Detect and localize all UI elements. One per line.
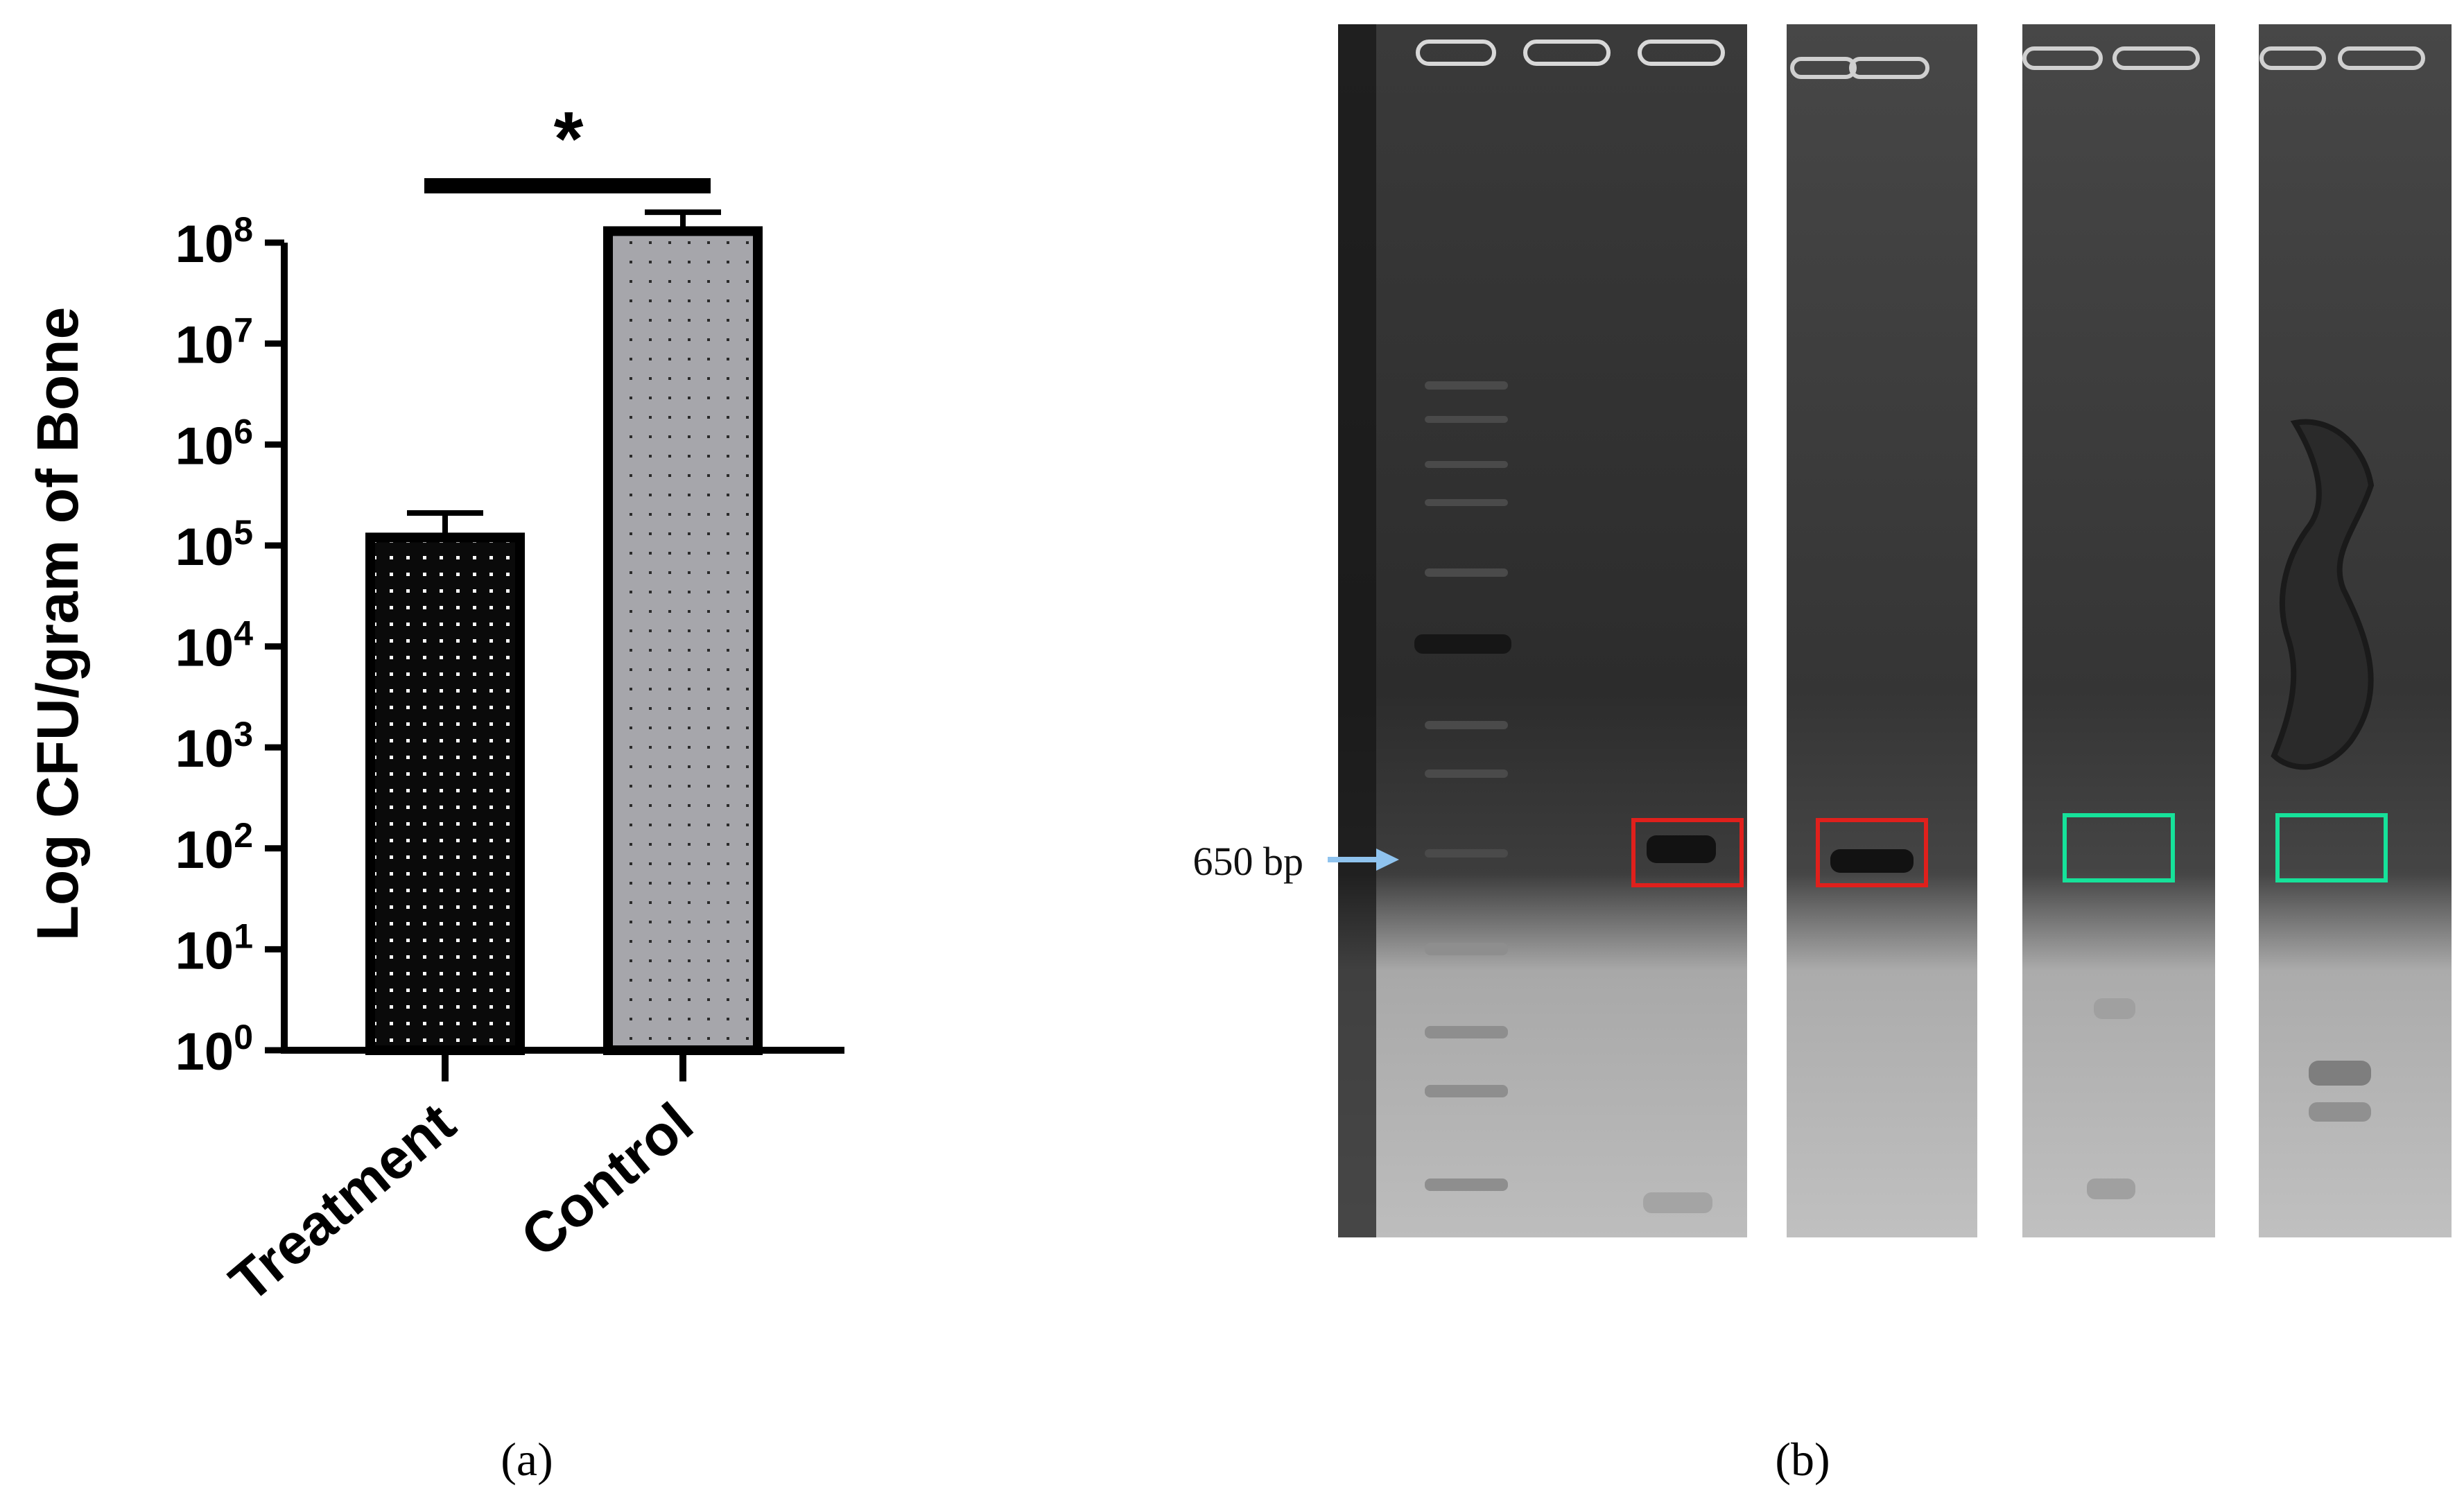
negative-band-box-2 <box>2275 813 2388 882</box>
marker-arrow-icon <box>1328 849 1399 871</box>
gel-electrophoresis-image: 650 bp (b) <box>1193 24 2452 1486</box>
y-tick-label: 108 <box>175 210 253 274</box>
y-tick-label: 105 <box>175 513 253 577</box>
positive-band-box-1 <box>1631 818 1744 887</box>
gel-strip-1 <box>1338 24 1747 1237</box>
bar-control <box>603 226 763 1056</box>
bars <box>365 226 763 1056</box>
y-tick-label: 107 <box>175 311 253 375</box>
x-tick-label-control: Control <box>510 1091 705 1269</box>
y-tick-label: 106 <box>175 412 253 476</box>
panel-a-caption: (a) <box>501 1433 553 1486</box>
negative-band-box-1 <box>2063 813 2175 882</box>
y-tick-label: 102 <box>175 816 253 880</box>
gel-artifact <box>2271 419 2375 770</box>
y-tick-label: 100 <box>175 1018 253 1081</box>
bar-treatment <box>365 532 525 1055</box>
ladder-bands <box>1414 381 1511 1191</box>
gel-wells <box>1416 40 1725 66</box>
gel-strip-4 <box>2259 24 2452 1237</box>
y-ticks: 100 101 102 103 104 105 106 107 108 <box>175 210 284 1081</box>
x-tick-labels: Treatment Control <box>218 1091 705 1314</box>
positive-band-box-2 <box>1816 818 1928 887</box>
panel-b-caption: (b) <box>1775 1433 1830 1486</box>
axes <box>281 243 844 1081</box>
y-tick-label: 101 <box>175 916 253 980</box>
marker-label: 650 bp <box>1193 839 1304 884</box>
y-tick-label: 103 <box>175 715 253 778</box>
gel-strip-2 <box>1787 24 1977 1237</box>
significance-asterisk: * <box>554 96 584 182</box>
bar-chart: 100 101 102 103 104 105 106 107 108 Treatment Con… <box>25 96 844 1486</box>
x-tick-label-treatment: Treatment <box>218 1091 467 1314</box>
gel-strip-3 <box>2022 24 2215 1237</box>
y-axis-label: Log CFU/gram of Bone <box>25 307 90 941</box>
error-bars <box>407 209 721 538</box>
y-tick-label: 104 <box>175 614 254 678</box>
